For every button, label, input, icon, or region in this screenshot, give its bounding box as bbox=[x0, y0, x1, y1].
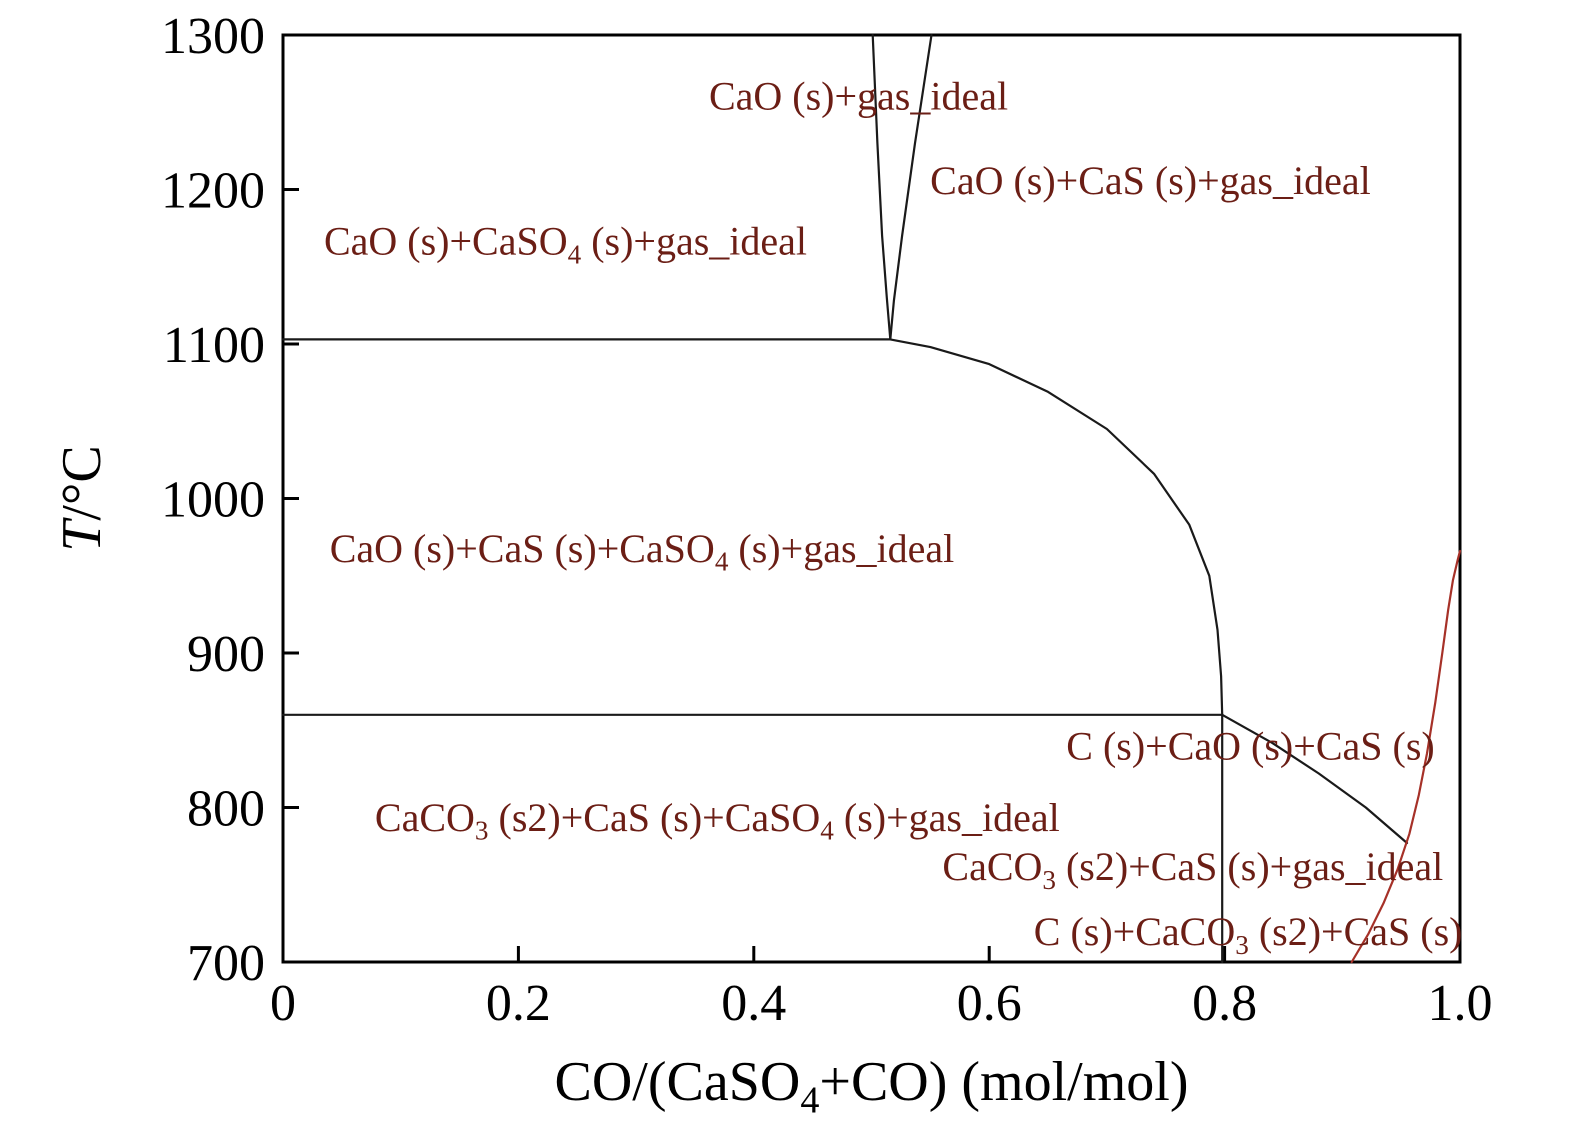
y-tick-label: 1300 bbox=[161, 8, 265, 65]
region-label: C (s)+CaO (s)+CaS (s) bbox=[1066, 724, 1434, 769]
region-label: CaO (s)+CaS (s)+gas_ideal bbox=[930, 158, 1371, 203]
x-axis-title: CO/(CaSO4+CO) (mol/mol) bbox=[555, 1051, 1189, 1121]
y-tick-label: 800 bbox=[187, 781, 265, 838]
boundary-upper-left-branch bbox=[871, 33, 892, 341]
y-tick-label: 1000 bbox=[161, 472, 265, 529]
x-tick-label: 0.2 bbox=[486, 975, 551, 1032]
x-tick-label: 0.4 bbox=[721, 975, 786, 1032]
region-label: CaO (s)+gas_ideal bbox=[709, 73, 1008, 118]
x-tick-label: 0 bbox=[270, 975, 296, 1032]
y-tick-label: 1200 bbox=[161, 163, 265, 220]
x-tick-label: 0.8 bbox=[1192, 975, 1257, 1032]
region-label: C (s)+CaCO3 (s2)+CaS (s) bbox=[1034, 909, 1463, 960]
boundary-diagonal-860-to-red bbox=[1221, 713, 1409, 845]
y-tick-label: 1100 bbox=[163, 317, 265, 374]
boundary-red-curve bbox=[1350, 549, 1462, 964]
y-tick-label: 700 bbox=[187, 935, 265, 992]
region-label: CaCO3 (s2)+CaS (s)+gas_ideal bbox=[942, 844, 1443, 895]
x-tick-label: 1.0 bbox=[1428, 975, 1493, 1032]
region-label: CaCO3 (s2)+CaS (s)+CaSO4 (s)+gas_ideal bbox=[375, 795, 1060, 846]
y-tick-label: 900 bbox=[187, 626, 265, 683]
boundary-sweep-curve-1103-to-860 bbox=[889, 338, 1224, 716]
region-label: CaO (s)+CaSO4 (s)+gas_ideal bbox=[324, 218, 807, 269]
x-tick-label: 0.6 bbox=[957, 975, 1022, 1032]
y-axis-title: T/°C bbox=[51, 445, 113, 551]
region-label: CaO (s)+CaS (s)+CaSO4 (s)+gas_ideal bbox=[330, 526, 955, 577]
boundary-upper-right-branch bbox=[889, 33, 933, 341]
